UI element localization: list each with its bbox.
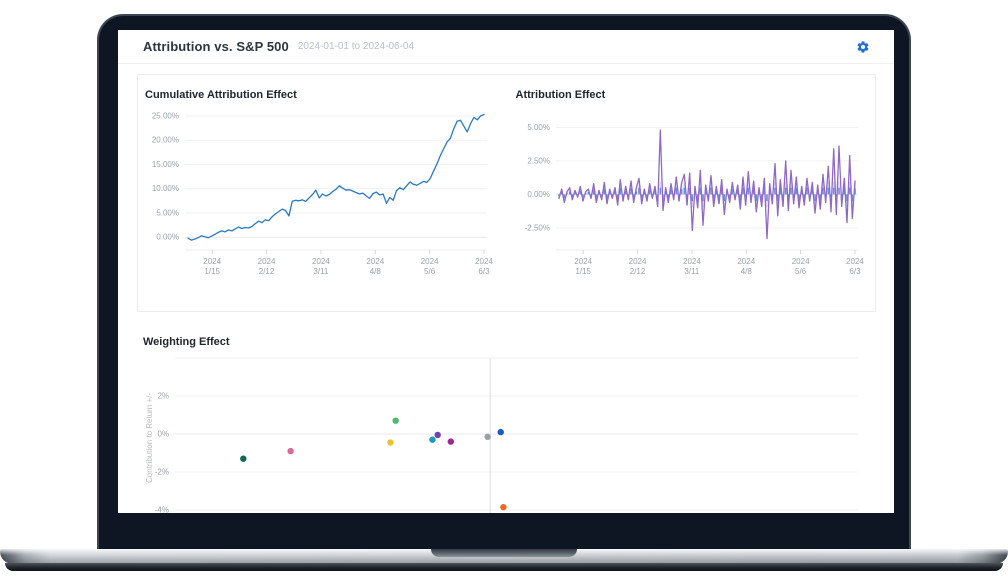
svg-text:0.00%: 0.00%	[527, 190, 550, 199]
svg-text:2024: 2024	[846, 257, 864, 266]
chart-title-cumulative: Cumulative Attribution Effect	[145, 89, 297, 101]
header-divider	[118, 63, 894, 64]
svg-text:2/12: 2/12	[259, 267, 275, 276]
top-charts-card: Cumulative Attribution Effect 25.00% 20.0…	[137, 74, 876, 312]
chart-title-weighting: Weighting Effect	[143, 336, 230, 348]
attribution-effect-panel: Attribution Effect 5.00% 2.50% 0.00% -2.50%…	[507, 75, 876, 311]
svg-text:2.50%: 2.50%	[527, 156, 550, 165]
svg-text:10.00%: 10.00%	[152, 184, 179, 193]
svg-text:25.00%: 25.00%	[152, 111, 179, 120]
svg-text:1/15: 1/15	[204, 267, 220, 276]
svg-text:-4%: -4%	[155, 505, 169, 513]
svg-text:2024: 2024	[421, 257, 439, 266]
cumulative-attribution-panel: Cumulative Attribution Effect 25.00% 20.0…	[138, 75, 507, 311]
svg-text:2024: 2024	[475, 257, 493, 266]
app-screen: Attribution vs. S&P 500 2024-01-01 to 20…	[118, 30, 894, 513]
svg-text:2024: 2024	[683, 257, 701, 266]
svg-text:2024: 2024	[628, 257, 646, 266]
attribution-line-chart: 5.00% 2.50% 0.00% -2.50% 2024 1/15 2024 2/12 202…	[514, 104, 868, 299]
svg-text:6/3: 6/3	[849, 267, 861, 276]
svg-text:2/12: 2/12	[629, 267, 645, 276]
svg-text:5.00%: 5.00%	[527, 123, 550, 132]
date-range-label: 2024-01-01 to 2024-06-04	[297, 41, 415, 52]
svg-text:2024: 2024	[312, 257, 330, 266]
cumulative-line-chart: 25.00% 20.00% 15.00% 10.00% 5.00% 0.00% 2024 1/…	[143, 104, 499, 299]
settings-button[interactable]	[856, 40, 870, 54]
svg-text:2024: 2024	[737, 257, 755, 266]
app-header: Attribution vs. S&P 500 2024-01-01 to 20…	[118, 30, 894, 63]
svg-text:0.00%: 0.00%	[156, 233, 179, 242]
svg-text:4/8: 4/8	[740, 267, 752, 276]
laptop-base-shadow	[5, 563, 1003, 571]
svg-text:0%: 0%	[157, 429, 169, 438]
svg-text:2024: 2024	[366, 257, 384, 266]
svg-text:6/3: 6/3	[478, 267, 490, 276]
svg-text:5/6: 5/6	[795, 267, 807, 276]
page-title: Attribution vs. S&P 500	[143, 39, 289, 54]
gear-icon	[857, 40, 869, 53]
svg-text:Contribution to Return +/-: Contribution to Return +/-	[145, 393, 154, 483]
svg-text:1/15: 1/15	[575, 267, 591, 276]
weighting-scatter-chart: 2% 0% -2% -4% Contribution to Return +/-	[140, 355, 894, 513]
svg-text:2024: 2024	[258, 257, 276, 266]
svg-text:3/11: 3/11	[313, 267, 329, 276]
svg-text:-2%: -2%	[155, 467, 169, 476]
svg-text:-2.50%: -2.50%	[524, 223, 549, 232]
svg-text:3/11: 3/11	[684, 267, 700, 276]
svg-text:4/8: 4/8	[370, 267, 382, 276]
chart-title-attribution: Attribution Effect	[515, 89, 606, 101]
svg-text:2%: 2%	[157, 391, 169, 400]
svg-text:15.00%: 15.00%	[152, 160, 179, 169]
laptop-base-notch	[431, 549, 577, 557]
svg-text:20.00%: 20.00%	[152, 136, 179, 145]
svg-text:2024: 2024	[791, 257, 809, 266]
svg-text:2024: 2024	[574, 257, 592, 266]
svg-text:5.00%: 5.00%	[156, 208, 179, 217]
svg-text:5/6: 5/6	[424, 267, 436, 276]
svg-text:2024: 2024	[203, 257, 221, 266]
